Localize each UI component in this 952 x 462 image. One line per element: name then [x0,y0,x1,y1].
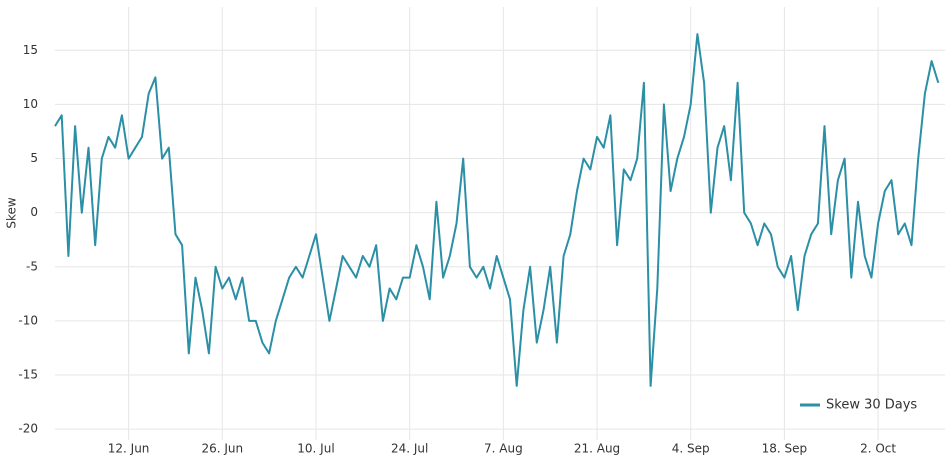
y-tick-label: 10 [23,97,38,111]
y-tick-label: -20 [18,422,38,436]
x-tick-label: 12. Jun [108,442,150,456]
y-tick-label: -10 [18,313,38,327]
line [54,33,940,387]
legend-label: Skew 30 Days [826,398,917,413]
x-tick-label: 26. Jun [201,442,243,456]
x-tick-label: 4. Sep [672,442,710,456]
x-tick-label: 24. Jul [391,442,428,456]
x-tick-label: 7. Aug [484,442,523,456]
x-tick-label: 10. Jul [297,442,334,456]
y-tick-label: -15 [18,368,38,382]
y-tick-label: 15 [23,43,38,57]
y-axis-title: Skew [5,197,19,229]
x-tick-label: 21. Aug [574,442,620,456]
x-tick-label: 2. Oct [860,442,896,456]
x-tick-label: 18. Sep [762,442,808,456]
legend-item: Skew 30 Days [800,398,917,413]
y-tick-label: 5 [30,151,38,165]
y-tick-label: -5 [26,259,38,273]
y-tick-label: 0 [30,205,38,219]
